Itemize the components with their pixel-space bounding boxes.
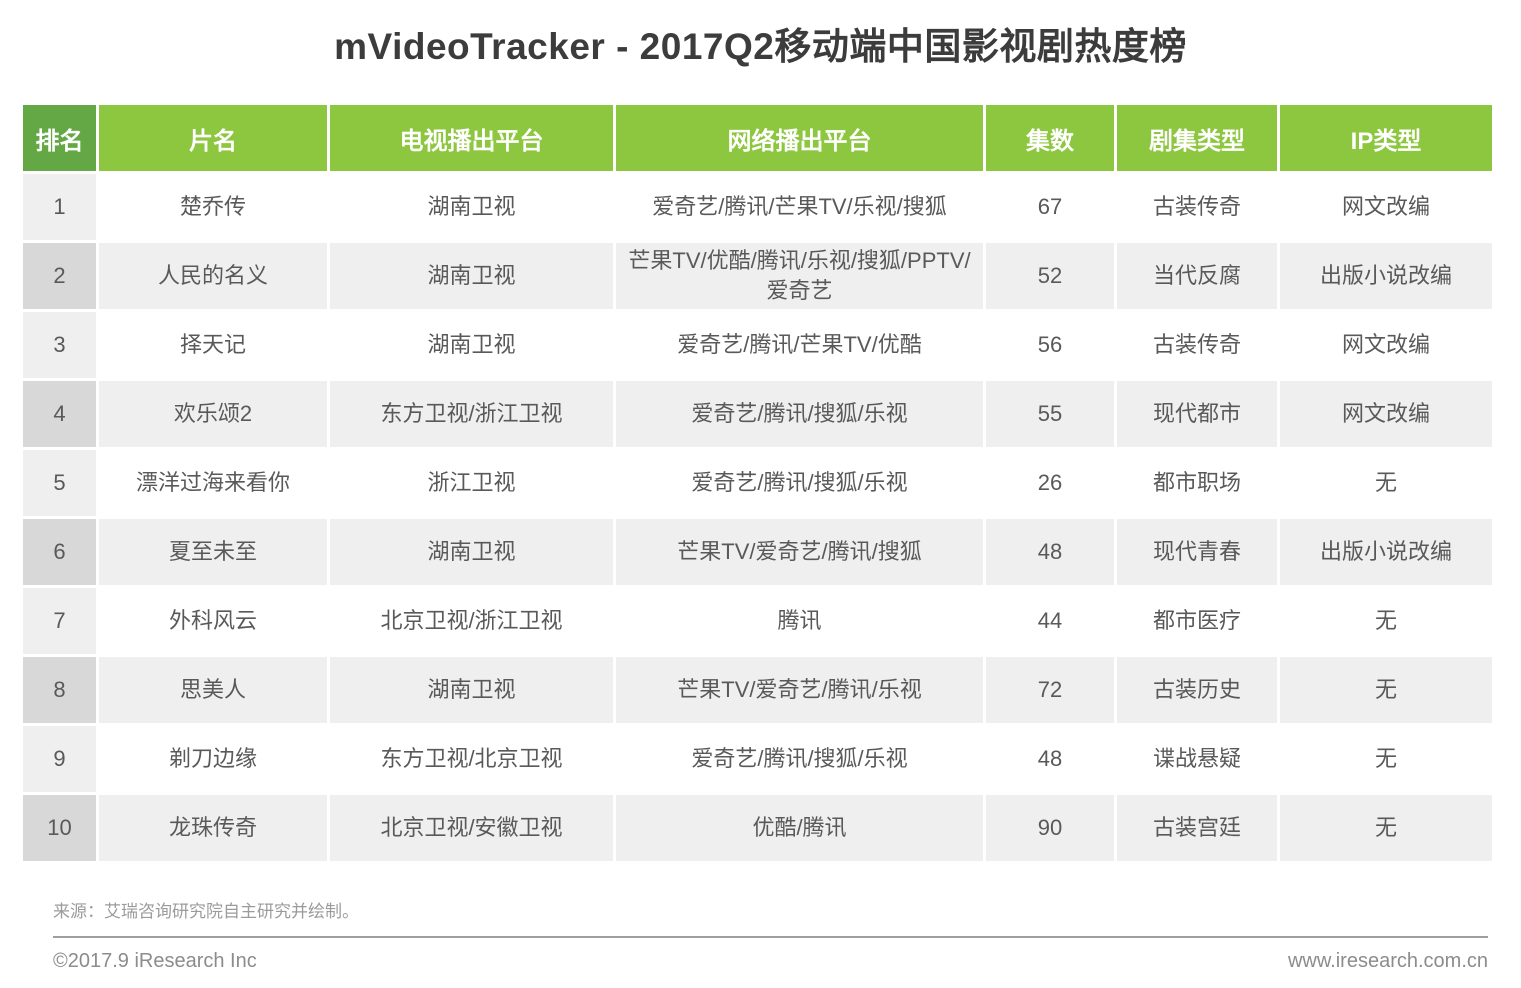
genre-cell: 都市医疗 xyxy=(1117,588,1277,654)
web-platform-cell: 芒果TV/优酷/腾讯/乐视/搜狐/PPTV/爱奇艺 xyxy=(616,243,983,309)
col-header-web-platform: 网络播出平台 xyxy=(616,105,983,171)
rank-cell: 8 xyxy=(23,657,96,723)
table-body: 1 楚乔传 湖南卫视 爱奇艺/腾讯/芒果TV/乐视/搜狐 67 古装传奇 网文改… xyxy=(23,174,1492,861)
genre-cell: 现代青春 xyxy=(1117,519,1277,585)
table-row: 4 欢乐颂2 东方卫视/浙江卫视 爱奇艺/腾讯/搜狐/乐视 55 现代都市 网文… xyxy=(23,381,1492,447)
episodes-cell: 44 xyxy=(986,588,1114,654)
tv-platform-cell: 湖南卫视 xyxy=(330,519,613,585)
table-row: 7 外科风云 北京卫视/浙江卫视 腾讯 44 都市医疗 无 xyxy=(23,588,1492,654)
title-cell: 龙珠传奇 xyxy=(99,795,327,861)
web-platform-cell: 爱奇艺/腾讯/搜狐/乐视 xyxy=(616,450,983,516)
episodes-cell: 26 xyxy=(986,450,1114,516)
website-url: www.iresearch.com.cn xyxy=(1287,950,1488,972)
table-row: 8 思美人 湖南卫视 芒果TV/爱奇艺/腾讯/乐视 72 古装历史 无 xyxy=(23,657,1492,723)
ip-type-cell: 网文改编 xyxy=(1280,312,1492,378)
tv-platform-cell: 湖南卫视 xyxy=(330,243,613,309)
col-header-tv-platform: 电视播出平台 xyxy=(330,105,613,171)
tv-platform-cell: 东方卫视/浙江卫视 xyxy=(330,381,613,447)
table-row: 10 龙珠传奇 北京卫视/安徽卫视 优酷/腾讯 90 古装宫廷 无 xyxy=(23,795,1492,861)
header-row: 排名 片名 电视播出平台 网络播出平台 集数 剧集类型 IP类型 xyxy=(23,105,1492,171)
genre-cell: 古装传奇 xyxy=(1117,312,1277,378)
genre-cell: 谍战悬疑 xyxy=(1117,726,1277,792)
episodes-cell: 55 xyxy=(986,381,1114,447)
ip-type-cell: 出版小说改编 xyxy=(1280,519,1492,585)
copyright-text: ©2017.9 iResearch Inc xyxy=(53,950,257,972)
tv-platform-cell: 湖南卫视 xyxy=(330,657,613,723)
table-row: 9 剃刀边缘 东方卫视/北京卫视 爱奇艺/腾讯/搜狐/乐视 48 谍战悬疑 无 xyxy=(23,726,1492,792)
title-cell: 外科风云 xyxy=(99,588,327,654)
rank-cell: 2 xyxy=(23,243,96,309)
table-row: 6 夏至未至 湖南卫视 芒果TV/爱奇艺/腾讯/搜狐 48 现代青春 出版小说改… xyxy=(23,519,1492,585)
ip-type-cell: 无 xyxy=(1280,795,1492,861)
ip-type-cell: 无 xyxy=(1280,588,1492,654)
episodes-cell: 48 xyxy=(986,519,1114,585)
genre-cell: 古装传奇 xyxy=(1117,174,1277,240)
drama-ranking-table: 排名 片名 电视播出平台 网络播出平台 集数 剧集类型 IP类型 1 楚乔传 湖… xyxy=(20,102,1495,864)
episodes-cell: 67 xyxy=(986,174,1114,240)
web-platform-cell: 芒果TV/爱奇艺/腾讯/乐视 xyxy=(616,657,983,723)
title-cell: 剃刀边缘 xyxy=(99,726,327,792)
web-platform-cell: 爱奇艺/腾讯/芒果TV/乐视/搜狐 xyxy=(616,174,983,240)
col-header-rank: 排名 xyxy=(23,105,96,171)
rank-cell: 10 xyxy=(23,795,96,861)
genre-cell: 都市职场 xyxy=(1117,450,1277,516)
rank-cell: 5 xyxy=(23,450,96,516)
title-cell: 楚乔传 xyxy=(99,174,327,240)
title-cell: 漂洋过海来看你 xyxy=(99,450,327,516)
col-header-title: 片名 xyxy=(99,105,327,171)
genre-cell: 古装宫廷 xyxy=(1117,795,1277,861)
source-note: 来源：艾瑞咨询研究院自主研究并绘制。 xyxy=(53,902,359,921)
title-cell: 人民的名义 xyxy=(99,243,327,309)
col-header-genre: 剧集类型 xyxy=(1117,105,1277,171)
title-cell: 择天记 xyxy=(99,312,327,378)
title-cell: 思美人 xyxy=(99,657,327,723)
ip-type-cell: 网文改编 xyxy=(1280,174,1492,240)
table-header: 排名 片名 电视播出平台 网络播出平台 集数 剧集类型 IP类型 xyxy=(23,105,1492,171)
web-platform-cell: 爱奇艺/腾讯/芒果TV/优酷 xyxy=(616,312,983,378)
title-cell: 夏至未至 xyxy=(99,519,327,585)
ip-type-cell: 无 xyxy=(1280,450,1492,516)
web-platform-cell: 爱奇艺/腾讯/搜狐/乐视 xyxy=(616,726,983,792)
web-platform-cell: 腾讯 xyxy=(616,588,983,654)
episodes-cell: 72 xyxy=(986,657,1114,723)
genre-cell: 当代反腐 xyxy=(1117,243,1277,309)
page-title: mVideoTracker - 2017Q2移动端中国影视剧热度榜 xyxy=(334,26,1187,67)
tv-platform-cell: 北京卫视/安徽卫视 xyxy=(330,795,613,861)
table-row: 5 漂洋过海来看你 浙江卫视 爱奇艺/腾讯/搜狐/乐视 26 都市职场 无 xyxy=(23,450,1492,516)
table-row: 1 楚乔传 湖南卫视 爱奇艺/腾讯/芒果TV/乐视/搜狐 67 古装传奇 网文改… xyxy=(23,174,1492,240)
tv-platform-cell: 浙江卫视 xyxy=(330,450,613,516)
episodes-cell: 56 xyxy=(986,312,1114,378)
ip-type-cell: 无 xyxy=(1280,657,1492,723)
tv-platform-cell: 东方卫视/北京卫视 xyxy=(330,726,613,792)
episodes-cell: 52 xyxy=(986,243,1114,309)
rank-cell: 6 xyxy=(23,519,96,585)
rank-cell: 1 xyxy=(23,174,96,240)
table-row: 3 择天记 湖南卫视 爱奇艺/腾讯/芒果TV/优酷 56 古装传奇 网文改编 xyxy=(23,312,1492,378)
rank-cell: 7 xyxy=(23,588,96,654)
rank-cell: 3 xyxy=(23,312,96,378)
tv-platform-cell: 北京卫视/浙江卫视 xyxy=(330,588,613,654)
tv-platform-cell: 湖南卫视 xyxy=(330,312,613,378)
footer-divider xyxy=(53,936,1488,938)
table-row: 2 人民的名义 湖南卫视 芒果TV/优酷/腾讯/乐视/搜狐/PPTV/爱奇艺 5… xyxy=(23,243,1492,309)
tv-platform-cell: 湖南卫视 xyxy=(330,174,613,240)
web-platform-cell: 优酷/腾讯 xyxy=(616,795,983,861)
col-header-episodes: 集数 xyxy=(986,105,1114,171)
col-header-ip-type: IP类型 xyxy=(1280,105,1492,171)
ip-type-cell: 网文改编 xyxy=(1280,381,1492,447)
web-platform-cell: 爱奇艺/腾讯/搜狐/乐视 xyxy=(616,381,983,447)
title-cell: 欢乐颂2 xyxy=(99,381,327,447)
genre-cell: 现代都市 xyxy=(1117,381,1277,447)
ip-type-cell: 出版小说改编 xyxy=(1280,243,1492,309)
rank-cell: 4 xyxy=(23,381,96,447)
rank-cell: 9 xyxy=(23,726,96,792)
episodes-cell: 90 xyxy=(986,795,1114,861)
web-platform-cell: 芒果TV/爱奇艺/腾讯/搜狐 xyxy=(616,519,983,585)
ip-type-cell: 无 xyxy=(1280,726,1492,792)
episodes-cell: 48 xyxy=(986,726,1114,792)
genre-cell: 古装历史 xyxy=(1117,657,1277,723)
